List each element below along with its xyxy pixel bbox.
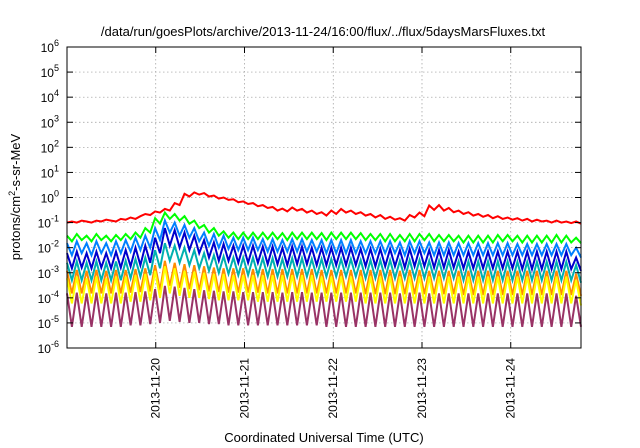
x-axis: 2013-11-20 2013-11-21 2013-11-22 2013-11-23… xyxy=(149,47,518,419)
x-tick-label: 2013-11-23 xyxy=(415,358,429,419)
y-tick-label-exponent: 2 xyxy=(54,138,59,148)
y-tick-label-exponent: -1 xyxy=(51,214,59,224)
y-tick-label: 10-1 xyxy=(38,214,59,231)
y-tick-label: 10-3 xyxy=(38,264,59,281)
y-axis-title-prefix: protons/cm xyxy=(8,196,23,260)
y-tick-label-exponent: 0 xyxy=(54,189,59,199)
y-tick-label: 10-2 xyxy=(38,239,59,256)
series-line-3 xyxy=(66,226,582,273)
x-tick-label: 2013-11-24 xyxy=(504,358,518,419)
x-tick-label: 2013-11-20 xyxy=(149,358,163,419)
series-line-5 xyxy=(66,260,582,297)
y-tick-label-base: 10 xyxy=(38,317,52,331)
y-tick-label-base: 10 xyxy=(38,292,52,306)
chart-title: /data/run/goesPlots/archive/2013-11-24/1… xyxy=(101,24,546,39)
y-tick-label-base: 10 xyxy=(38,217,52,231)
y-tick-label: 104 xyxy=(41,88,59,105)
y-tick-label-base: 10 xyxy=(41,66,55,80)
y-tick-label-base: 10 xyxy=(41,141,55,155)
y-tick-label: 103 xyxy=(41,113,59,130)
series-line-6 xyxy=(66,266,582,306)
series-line-7 xyxy=(66,285,582,327)
x-axis-title: Coordinated Universal Time (UTC) xyxy=(224,430,423,445)
y-tick-label-base: 10 xyxy=(38,342,52,356)
y-tick-label: 10-5 xyxy=(38,314,59,331)
x-tick-label: 2013-11-22 xyxy=(326,358,340,419)
y-tick-label-exponent: 3 xyxy=(54,113,59,123)
y-tick-label-exponent: 4 xyxy=(54,88,59,98)
y-axis: 10-610-510-410-310-210-11001011021031041… xyxy=(38,38,581,356)
y-tick-label-exponent: 6 xyxy=(54,38,59,48)
series-line-1 xyxy=(66,210,582,245)
y-tick-label-base: 10 xyxy=(41,192,55,206)
y-axis-title-superscript: 2 xyxy=(7,191,17,196)
y-tick-label-exponent: -6 xyxy=(51,339,59,349)
y-tick-label-base: 10 xyxy=(41,91,55,105)
y-tick-label-base: 10 xyxy=(41,41,55,55)
y-tick-label-exponent: 1 xyxy=(54,163,59,173)
y-tick-label: 106 xyxy=(41,38,59,55)
y-tick-label: 102 xyxy=(41,138,59,155)
y-tick-label: 10-4 xyxy=(38,289,59,306)
y-tick-label-base: 10 xyxy=(41,116,55,130)
y-axis-title-suffix: -s-sr-MeV xyxy=(8,133,23,190)
series-line-0 xyxy=(66,191,582,225)
y-tick-label: 101 xyxy=(41,163,59,180)
series-line-4 xyxy=(66,242,582,285)
y-tick-label-base: 10 xyxy=(41,166,55,180)
y-tick-label: 10-6 xyxy=(38,339,59,356)
series-lines xyxy=(66,191,582,327)
y-tick-label-exponent: -4 xyxy=(51,289,59,299)
plot-frame xyxy=(66,46,582,349)
y-axis-title: protons/cm2-s-sr-MeV xyxy=(7,133,23,260)
y-tick-label: 105 xyxy=(41,63,59,80)
series-line-2 xyxy=(66,217,582,259)
y-tick-label-exponent: -2 xyxy=(51,239,59,249)
y-tick-label-base: 10 xyxy=(38,242,52,256)
y-tick-label-exponent: 5 xyxy=(54,63,59,73)
y-tick-label-base: 10 xyxy=(38,267,52,281)
y-tick-label-exponent: -3 xyxy=(51,264,59,274)
x-tick-label: 2013-11-21 xyxy=(237,358,251,419)
y-tick-label: 100 xyxy=(41,189,59,206)
y-tick-label-exponent: -5 xyxy=(51,314,59,324)
